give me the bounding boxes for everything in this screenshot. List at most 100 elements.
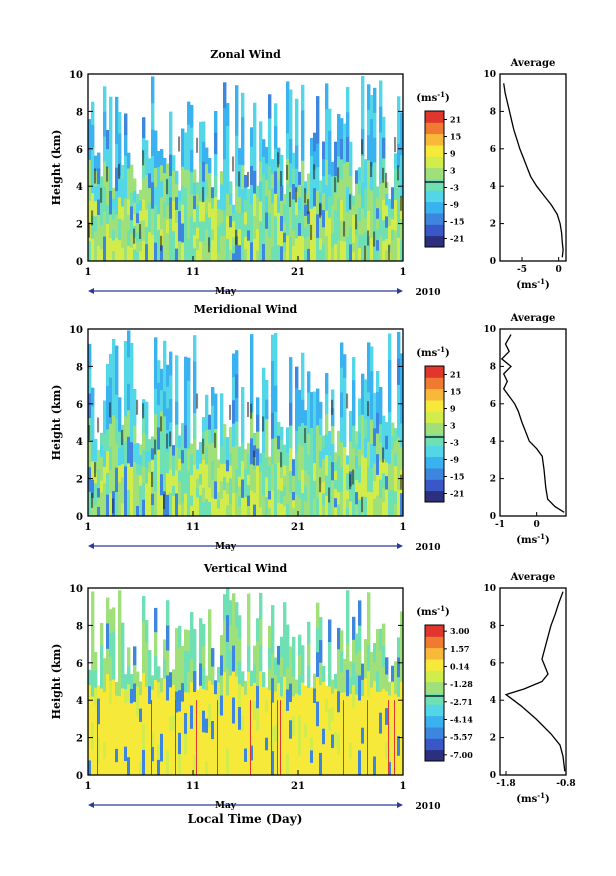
- heatmap-cell: [160, 761, 164, 776]
- heatmap-cell: [217, 459, 221, 468]
- heatmap-cell: [346, 464, 350, 474]
- heatmap-cell: [385, 462, 389, 477]
- heatmap-cell: [361, 434, 365, 456]
- heatmap-cell: [214, 707, 218, 722]
- heatmap-cell: [109, 609, 113, 634]
- heatmap-cell: [349, 710, 353, 727]
- heatmap-cell: [178, 493, 182, 505]
- heatmap-cell: [316, 96, 320, 121]
- heatmap-cell: [154, 413, 158, 440]
- heatmap-cell: [313, 746, 317, 761]
- x-tick-label: 21: [291, 781, 305, 792]
- x-tick-label: 1: [85, 522, 92, 533]
- heatmap-cell: [319, 450, 323, 468]
- heatmap-cell: [295, 366, 299, 389]
- heatmap-cell: [223, 620, 227, 647]
- heatmap-cell: [130, 192, 134, 207]
- heatmap-cell: [175, 649, 179, 671]
- heatmap-cell: [283, 251, 287, 262]
- heatmap-cell: [127, 489, 131, 517]
- heatmap-cell: [250, 438, 254, 465]
- heatmap-cell: [274, 125, 278, 149]
- heatmap-cell: [301, 719, 305, 739]
- heatmap-cell: [346, 590, 350, 617]
- heatmap-cell: [346, 643, 350, 670]
- heatmap-cell: [271, 438, 275, 465]
- heatmap-cell: [226, 170, 230, 194]
- heatmap-cell: [367, 491, 371, 517]
- heatmap-cell: [100, 432, 104, 446]
- heatmap-cell: [256, 431, 260, 449]
- heatmap-cell: [193, 335, 197, 362]
- average-x-label: (ms-1): [516, 791, 549, 805]
- heatmap-cell: [217, 697, 221, 714]
- heatmap-cell: [304, 749, 308, 763]
- panel-title: Zonal Wind: [210, 48, 281, 61]
- heatmap-cell: [220, 735, 224, 756]
- heatmap-cell: [181, 719, 185, 739]
- heatmap-cell: [313, 688, 317, 703]
- heatmap-cell: [187, 380, 191, 404]
- heatmap-cell: [115, 167, 119, 192]
- heatmap-cell: [169, 175, 173, 198]
- heatmap-cell: [358, 700, 362, 726]
- heatmap-cell: [211, 387, 215, 406]
- heatmap-cell: [202, 221, 206, 242]
- heatmap-cell: [226, 668, 230, 696]
- heatmap-cell: [184, 425, 188, 449]
- heatmap-cell: [199, 201, 203, 222]
- heatmap-cell: [349, 226, 353, 245]
- year-label: 2010: [415, 288, 440, 298]
- contour-dots: [196, 393, 199, 409]
- heatmap-cell: [178, 481, 182, 494]
- heatmap-cell: [250, 222, 254, 243]
- heatmap-cell: [229, 465, 233, 479]
- heatmap-cell: [277, 462, 281, 477]
- heatmap-cell: [325, 83, 329, 110]
- heatmap-cell: [295, 452, 299, 474]
- heatmap-cell: [316, 602, 320, 628]
- heatmap-cell: [238, 196, 242, 213]
- heatmap-cell: [277, 700, 278, 775]
- heatmap-cell: [274, 489, 278, 517]
- heatmap-cell: [145, 401, 149, 419]
- heatmap-cell: [286, 503, 290, 517]
- heatmap-cell: [127, 702, 131, 721]
- heatmap-cell: [256, 685, 260, 709]
- heatmap-cell: [196, 238, 200, 251]
- heatmap-cell: [343, 202, 347, 223]
- heatmap-cell: [124, 176, 128, 199]
- heatmap-cell: [127, 245, 131, 262]
- heatmap-cell: [292, 715, 296, 736]
- heatmap-cell: [316, 651, 320, 677]
- heatmap-cell: [355, 491, 359, 505]
- heatmap-cell: [148, 650, 152, 669]
- heatmap-cell: [151, 493, 155, 506]
- heatmap-cell: [394, 153, 398, 170]
- heatmap-cell: [253, 125, 257, 149]
- heatmap-cell: [262, 701, 266, 717]
- heatmap-cell: [136, 484, 140, 496]
- heatmap-cell: [109, 469, 113, 494]
- heatmap-cell: [139, 708, 143, 722]
- heatmap-cell: [202, 141, 206, 162]
- heatmap-cell: [346, 161, 350, 187]
- contour-dots: [310, 224, 313, 240]
- heatmap-cell: [220, 655, 224, 676]
- heatmap-cell: [283, 194, 287, 204]
- heatmap-cell: [184, 470, 188, 494]
- heatmap-cell: [283, 651, 287, 677]
- heatmap-cell: [160, 149, 164, 166]
- heatmap-cell: [274, 758, 278, 776]
- heatmap-cell: [238, 506, 242, 517]
- heatmap-cell: [373, 87, 377, 113]
- colorbar-swatch: [425, 190, 444, 203]
- heatmap-cell: [397, 755, 401, 776]
- heatmap-cell: [313, 731, 317, 747]
- heatmap-cell: [340, 159, 344, 180]
- heatmap-cell: [220, 498, 224, 517]
- heatmap-cell: [268, 94, 272, 119]
- heatmap-cell: [355, 235, 359, 249]
